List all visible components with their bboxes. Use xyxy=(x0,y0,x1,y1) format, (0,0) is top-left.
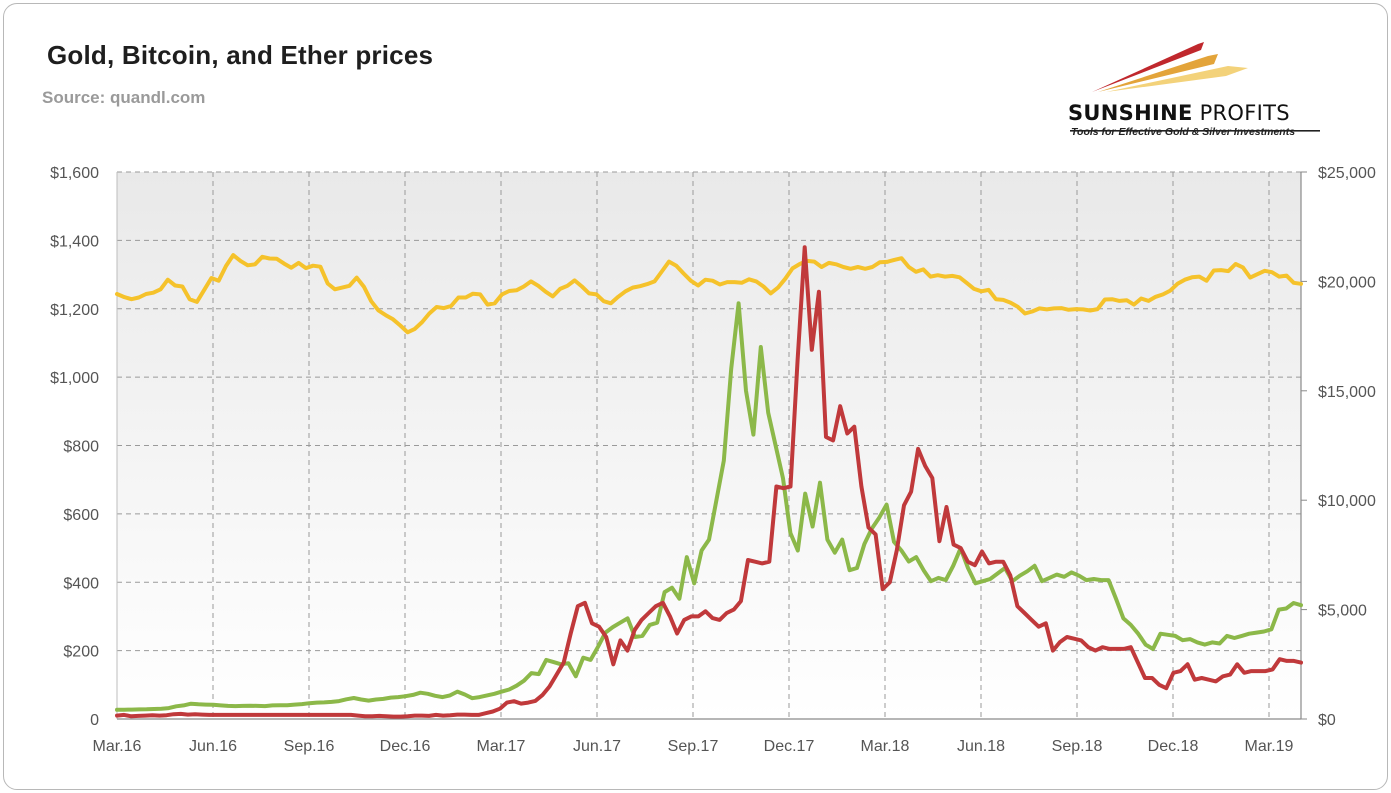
left-axis-ticks: 0 $200 $400 $600 $800 $1,000 $1,200 $1,400 $1,60… xyxy=(50,165,99,729)
chart-title: Gold, Bitcoin, and Ether prices xyxy=(47,40,434,70)
left-tick-label: 0 xyxy=(90,712,99,729)
right-tick-label: $0 xyxy=(1318,712,1336,729)
left-tick-label: $1,600 xyxy=(50,165,99,182)
x-tick-label: Dec.16 xyxy=(380,738,431,755)
axes xyxy=(116,172,1302,720)
x-tick-label: Mar.19 xyxy=(1245,738,1294,755)
sunshine-profits-logo-icon xyxy=(1070,42,1320,132)
x-tick-label: Mar.17 xyxy=(477,738,526,755)
logo-ray-orange-icon xyxy=(1098,54,1218,92)
left-tick-label: $800 xyxy=(63,439,99,456)
left-tick-label: $1,400 xyxy=(50,233,99,250)
right-tick-label: $10,000 xyxy=(1318,493,1376,510)
logo-name-thin: PROFITS xyxy=(1199,101,1290,125)
x-tick-label: Mar.18 xyxy=(861,738,910,755)
left-tick-label: $1,200 xyxy=(50,302,99,319)
bitcoin-line xyxy=(115,301,1303,712)
plot-area xyxy=(117,172,1301,719)
x-tick-label: Dec.18 xyxy=(1148,738,1199,755)
x-tick-label: Jun.16 xyxy=(189,738,237,755)
right-axis-ticks: $0 $5,000 $10,000 $15,000 $20,000 $25,000 xyxy=(1301,165,1376,729)
series-lines xyxy=(115,245,1303,719)
gold-line xyxy=(115,253,1303,335)
right-tick-label: $25,000 xyxy=(1318,165,1376,182)
left-tick-label: $600 xyxy=(63,507,99,524)
left-tick-label: $200 xyxy=(63,644,99,661)
right-tick-label: $20,000 xyxy=(1318,274,1376,291)
logo-name: SUNSHINE PROFITS xyxy=(1068,101,1290,125)
right-tick-label: $5,000 xyxy=(1318,603,1367,620)
x-tick-label: Sep.16 xyxy=(284,738,335,755)
left-tick-label: $1,000 xyxy=(50,370,99,387)
x-tick-label: Sep.17 xyxy=(668,738,719,755)
ether-line xyxy=(115,245,1303,719)
logo-ray-red-icon xyxy=(1092,42,1204,92)
logo-ray-light-icon xyxy=(1106,66,1248,92)
x-axis-ticks: Mar.16 Jun.16 Sep.16 Dec.16 Mar.17 Jun.17 Sep.… xyxy=(93,738,1294,755)
left-tick-label: $400 xyxy=(63,575,99,592)
logo-name-bold: SUNSHINE xyxy=(1068,101,1193,125)
logo-tagline: Tools for Effective Gold & Silver Invest… xyxy=(1071,126,1296,138)
x-tick-label: Jun.18 xyxy=(957,738,1005,755)
x-tick-label: Dec.17 xyxy=(764,738,815,755)
chart-source: Source: quandl.com xyxy=(42,88,206,107)
x-tick-label: Sep.18 xyxy=(1052,738,1103,755)
x-tick-label: Mar.16 xyxy=(93,738,142,755)
right-tick-label: $15,000 xyxy=(1318,384,1376,401)
x-tick-label: Jun.17 xyxy=(573,738,621,755)
